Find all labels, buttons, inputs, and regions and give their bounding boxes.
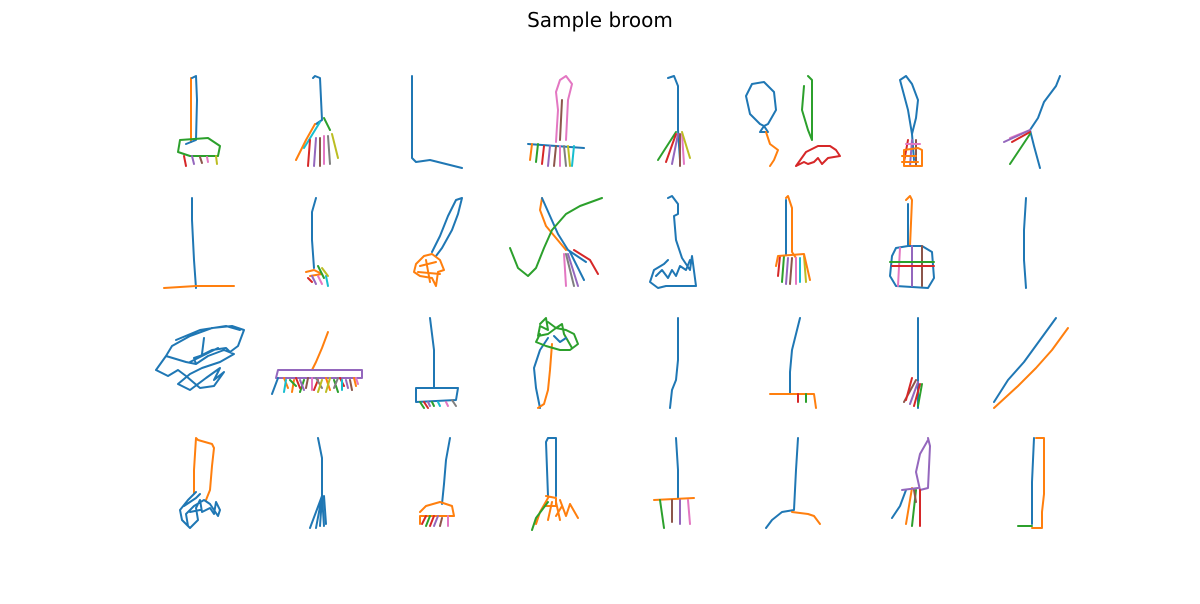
sketch-12 <box>509 197 603 287</box>
sketch-1 <box>177 75 221 167</box>
sketch-8 <box>1003 75 1061 169</box>
sketch-17 <box>155 325 245 391</box>
figure-title: Sample broom <box>527 8 673 32</box>
sketch-25 <box>179 437 221 529</box>
sketch-20 <box>533 317 579 409</box>
sketch-18 <box>271 331 363 395</box>
sketch-29 <box>653 437 695 529</box>
sketch-11 <box>413 197 463 287</box>
sketch-32 <box>1017 437 1045 529</box>
sketch-14 <box>775 195 811 285</box>
sketch-6 <box>745 75 841 167</box>
sketch-10 <box>305 197 329 287</box>
sketch-28 <box>531 437 579 531</box>
sketch-19 <box>415 317 459 409</box>
sketch-21 <box>669 317 679 409</box>
sketch-24 <box>993 317 1069 409</box>
sketch-9 <box>163 197 235 289</box>
sketch-7 <box>899 75 923 167</box>
sketch-31 <box>891 437 931 527</box>
sketch-5 <box>657 75 691 167</box>
sketch-15 <box>889 195 935 289</box>
sketch-26 <box>309 437 327 529</box>
sketch-2 <box>295 75 339 167</box>
sketch-3 <box>411 75 463 169</box>
sketch-27 <box>419 437 455 527</box>
sketch-16 <box>1023 197 1027 289</box>
sketch-30 <box>765 437 821 529</box>
sketch-22 <box>769 317 817 409</box>
sketch-13 <box>649 195 697 289</box>
sketch-4 <box>527 75 585 167</box>
sketch-23 <box>903 317 923 409</box>
